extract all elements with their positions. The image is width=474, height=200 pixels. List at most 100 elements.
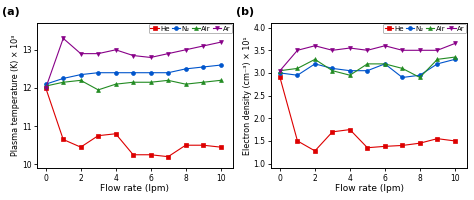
X-axis label: Flow rate (lpm): Flow rate (lpm) xyxy=(335,184,404,193)
He xyxy=(417,142,423,144)
Air xyxy=(417,76,423,79)
He xyxy=(200,144,206,146)
Y-axis label: Plasma temperature (K) × 10³: Plasma temperature (K) × 10³ xyxy=(11,35,20,156)
Air xyxy=(218,79,223,82)
He xyxy=(95,134,101,137)
N₂ xyxy=(400,76,405,79)
N₂ xyxy=(329,67,335,70)
Line: He: He xyxy=(278,76,457,153)
Text: (a): (a) xyxy=(2,7,19,17)
Air xyxy=(78,79,83,82)
Line: Air: Air xyxy=(44,78,222,92)
Line: Air: Air xyxy=(278,55,457,79)
N₂ xyxy=(417,74,423,76)
He xyxy=(312,150,318,152)
N₂ xyxy=(130,72,136,74)
N₂ xyxy=(295,74,301,76)
Air xyxy=(347,74,353,76)
Ar xyxy=(329,49,335,51)
Ar xyxy=(312,45,318,47)
Ar xyxy=(95,52,101,55)
Air xyxy=(452,56,458,58)
N₂ xyxy=(43,83,49,85)
Text: (b): (b) xyxy=(236,7,254,17)
Legend: He, N₂, Air, Ar: He, N₂, Air, Ar xyxy=(383,24,466,33)
He xyxy=(382,145,388,148)
Air xyxy=(382,63,388,65)
He xyxy=(183,144,189,146)
Line: Ar: Ar xyxy=(278,42,457,73)
Air xyxy=(165,79,171,82)
N₂ xyxy=(183,68,189,70)
N₂ xyxy=(60,77,66,80)
He xyxy=(365,147,370,149)
N₂ xyxy=(277,72,283,74)
Ar xyxy=(130,54,136,57)
Ar xyxy=(400,49,405,51)
Line: N₂: N₂ xyxy=(44,63,222,86)
He xyxy=(165,155,171,158)
Ar xyxy=(295,49,301,51)
N₂ xyxy=(78,73,83,76)
Ar xyxy=(277,69,283,72)
N₂ xyxy=(113,72,118,74)
N₂ xyxy=(365,69,370,72)
Ar xyxy=(200,45,206,47)
Air xyxy=(130,81,136,83)
He xyxy=(60,138,66,141)
N₂ xyxy=(95,72,101,74)
N₂ xyxy=(148,72,154,74)
Air xyxy=(312,58,318,61)
He xyxy=(218,146,223,148)
He xyxy=(435,137,440,140)
He xyxy=(400,144,405,147)
Line: Ar: Ar xyxy=(44,36,222,90)
N₂ xyxy=(435,63,440,65)
Air xyxy=(113,83,118,85)
Ar xyxy=(218,41,223,43)
Air xyxy=(277,69,283,72)
Ar xyxy=(365,49,370,51)
Air xyxy=(365,63,370,65)
N₂ xyxy=(452,58,458,61)
N₂ xyxy=(165,72,171,74)
He xyxy=(295,140,301,142)
He xyxy=(130,154,136,156)
He xyxy=(347,128,353,131)
Air xyxy=(435,58,440,61)
Air xyxy=(148,81,154,83)
Ar xyxy=(78,52,83,55)
Air xyxy=(183,83,189,85)
Ar xyxy=(417,49,423,51)
Ar xyxy=(435,49,440,51)
He xyxy=(148,154,154,156)
Air xyxy=(329,69,335,72)
Ar xyxy=(165,52,171,55)
He xyxy=(329,131,335,133)
He xyxy=(113,133,118,135)
N₂ xyxy=(200,66,206,68)
He xyxy=(43,87,49,89)
Ar xyxy=(43,87,49,89)
He xyxy=(277,76,283,79)
N₂ xyxy=(382,63,388,65)
Y-axis label: Electron density (cm⁻³) × 10¹: Electron density (cm⁻³) × 10¹ xyxy=(243,36,252,155)
X-axis label: Flow rate (lpm): Flow rate (lpm) xyxy=(100,184,169,193)
Ar xyxy=(183,49,189,51)
Air xyxy=(295,67,301,70)
Air xyxy=(43,85,49,87)
Ar xyxy=(113,49,118,51)
Line: N₂: N₂ xyxy=(278,57,457,79)
Line: He: He xyxy=(44,86,222,159)
Ar xyxy=(347,47,353,49)
He xyxy=(452,140,458,142)
Ar xyxy=(60,37,66,40)
Air xyxy=(400,67,405,70)
N₂ xyxy=(312,63,318,65)
Ar xyxy=(452,42,458,45)
He xyxy=(78,146,83,148)
Air xyxy=(200,81,206,83)
Ar xyxy=(382,45,388,47)
N₂ xyxy=(347,69,353,72)
N₂ xyxy=(218,64,223,66)
